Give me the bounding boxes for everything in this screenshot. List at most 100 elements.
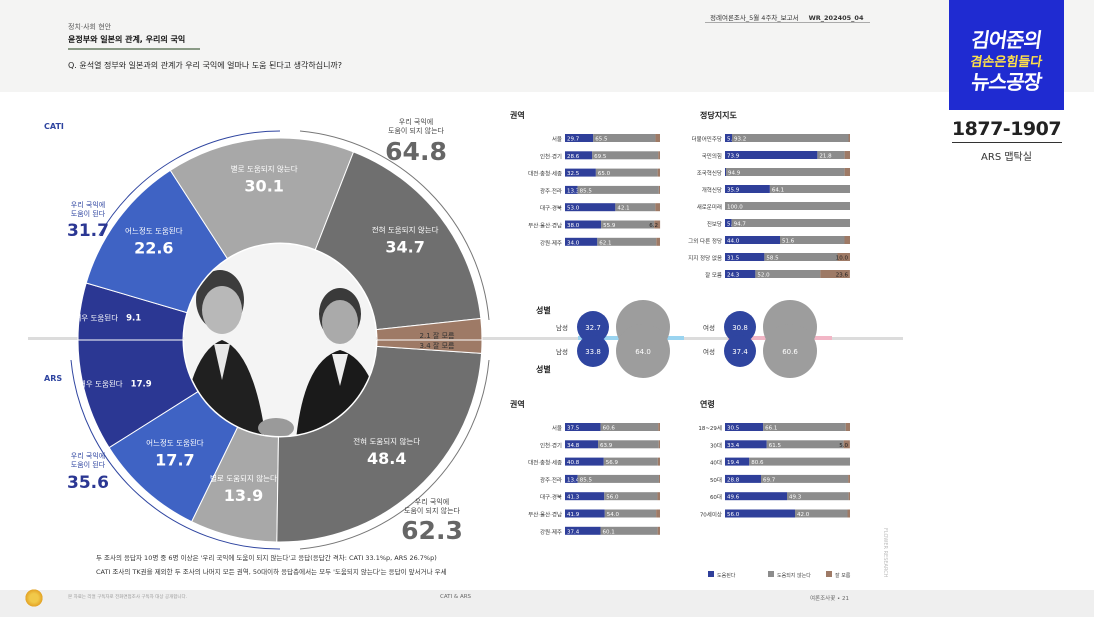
footnote-1: 두 조사의 응답자 10명 중 6명 이상은 '우리 국익에 도움이 되지 않는… xyxy=(96,554,437,562)
region-cati-bar-4-1 xyxy=(615,203,656,212)
ars-label: ARS xyxy=(44,374,63,383)
cati-slice-value-1: 22.6 xyxy=(134,239,173,258)
age-ars-bar-0-0 xyxy=(725,423,764,431)
region-ars-bar-5-0 xyxy=(565,509,605,518)
region-ars-bar-0-0 xyxy=(565,423,601,431)
region-ars-bar-1-2 xyxy=(658,440,660,449)
region-cati-bar-3-0 xyxy=(565,185,578,194)
party-cati-value-8-0: 24.3 xyxy=(727,273,740,279)
party-cati-value-1-0: 73.9 xyxy=(727,154,740,160)
party-cati-value-8-2: 23.6 xyxy=(836,273,849,279)
region-cati-category-5: 부산·울산·경남 xyxy=(528,222,562,230)
cati-slice-3 xyxy=(314,151,482,331)
region-cati-value-6-0: 34.0 xyxy=(567,240,580,246)
legend-label-2: 잘 모름 xyxy=(835,572,851,579)
legend-swatch-2 xyxy=(826,571,832,577)
cati-nohelp-value: 64.8 xyxy=(385,137,447,166)
region-ars-category-4: 대구·경북 xyxy=(540,493,562,501)
region-ars-value-2-0: 40.8 xyxy=(567,460,580,466)
party-cati-bar-5-0 xyxy=(725,219,732,227)
cati-slice-value-2: 30.1 xyxy=(244,176,283,195)
ars-slice-label-4: 2.1 잘 모름 xyxy=(420,332,455,340)
gender-cati-female-help-circle xyxy=(724,311,756,343)
gender-ars-female-nohelp-circle xyxy=(763,324,817,378)
region-cati-value-4-1: 42.1 xyxy=(617,206,629,212)
region-ars-bar-6-0 xyxy=(565,526,601,535)
ars-help-arc xyxy=(70,359,281,550)
region-cati-bar-6-0 xyxy=(565,237,598,246)
footer-center: CATI & ARS xyxy=(440,594,472,600)
age-ars-title: 연령 xyxy=(700,399,715,409)
cati-slice-name-3: 전혀 도움되지 않는다 xyxy=(372,224,439,234)
cati-slice-2 xyxy=(169,137,355,260)
gender-ars-male-nohelp-circle xyxy=(616,324,670,378)
ars-nohelp-label-2: 도움이 되지 않는다 xyxy=(404,506,461,515)
gender-ars-male-nohelp-value: 64.0 xyxy=(635,348,651,356)
ars-slice-name-0: 매우 도움된다 xyxy=(79,379,123,389)
region-ars-bar-2-2 xyxy=(657,457,660,466)
report-label: 정례여론조사_5월 4주차_보고서 WR_202405_04 xyxy=(710,12,863,22)
cati-help-value: 31.7 xyxy=(67,221,109,241)
region-ars-bar-6-2 xyxy=(657,526,660,535)
age-ars-bar-3-2 xyxy=(848,474,850,483)
region-ars-category-6: 강원·제주 xyxy=(540,528,562,536)
party-cati-bar-2-1 xyxy=(726,168,845,176)
gender-ars-male-help-value: 33.8 xyxy=(585,348,601,356)
age-ars-bar-5-0 xyxy=(725,509,795,518)
age-ars-value-4-0: 49.6 xyxy=(727,495,740,501)
party-cati-category-1: 국민의힘 xyxy=(702,152,722,160)
ars-help-label-1: 우리 국익에 xyxy=(71,451,105,460)
gender-female-label-bottom: 여성 xyxy=(703,347,715,356)
region-ars-value-0-1: 60.6 xyxy=(603,426,616,432)
party-cati-value-5-1: 94.7 xyxy=(734,222,747,228)
region-ars-bar-1-0 xyxy=(565,440,599,449)
region-ars-bar-4-2 xyxy=(657,492,660,501)
side-watermark: FLOWER RESEARCH xyxy=(882,528,888,578)
region-cati-category-2: 대전·충청·세종 xyxy=(528,170,562,178)
region-cati-bar-1-0 xyxy=(565,151,593,160)
region-cati-category-3: 광주·전라 xyxy=(540,187,562,195)
region-cati-bar-2-2 xyxy=(657,168,660,177)
age-ars-bar-4-0 xyxy=(725,492,787,501)
party-cati-category-4: 새로운미래 xyxy=(697,203,722,211)
ars-nohelp-value: 62.3 xyxy=(401,516,463,545)
party-cati-category-7: 지지 정당 없음 xyxy=(688,254,722,262)
region-cati-category-0: 서울 xyxy=(552,135,562,143)
region-cati-value-5-2: 6.2 xyxy=(649,223,658,229)
header-band xyxy=(0,0,1094,92)
region-cati-bar-4-0 xyxy=(565,203,616,212)
age-ars-value-1-2: 5.0 xyxy=(839,443,848,449)
party-cati-bar-3-0 xyxy=(725,185,770,193)
age-ars-bar-2-0 xyxy=(725,457,750,466)
region-ars-value-3-1: 85.5 xyxy=(580,477,593,483)
cati-slice-name-0: 매우 도움된다 xyxy=(74,313,118,323)
region-cati-value-0-1: 65.5 xyxy=(595,137,608,143)
region-cati-value-5-1: 55.9 xyxy=(603,223,616,229)
region-cati-value-3-0: 13.3 xyxy=(567,188,580,194)
party-cati-bar-3-1 xyxy=(769,185,850,193)
party-cati-bar-2-2 xyxy=(844,168,850,176)
region-cati-bar-1-1 xyxy=(592,151,659,160)
footnote-2: CATI 조사의 TK권을 제외한 두 조사의 나머지 모든 권역, 50대이하… xyxy=(96,568,447,576)
region-ars-value-6-1: 60.1 xyxy=(603,529,615,535)
region-ars-bar-5-1 xyxy=(604,509,657,518)
age-ars-category-5: 70세이상 xyxy=(700,511,722,519)
cati-slice-name-2: 별로 도움되지 않는다 xyxy=(231,163,298,173)
region-cati-value-1-0: 28.6 xyxy=(567,154,580,160)
party-cati-category-8: 잘 모름 xyxy=(705,271,722,279)
party-cati-bar-5-1 xyxy=(731,219,850,227)
party-cati-bar-1-1 xyxy=(817,151,845,159)
party-cati-bar-1-0 xyxy=(725,151,818,159)
gender-female-label-top: 여성 xyxy=(703,323,715,332)
region-cati-title: 권역 xyxy=(510,110,525,120)
legend-swatch-0 xyxy=(708,571,714,577)
age-ars-bar-1-2 xyxy=(843,440,850,449)
footer-strip xyxy=(0,590,1094,617)
bottom-legend: 도움된다 도움되지 않는다 잘 모름 xyxy=(708,571,851,579)
region-cati-category-4: 대구·경북 xyxy=(540,204,562,212)
gender-male-label-bottom: 남성 xyxy=(556,347,568,356)
age-ars-value-1-0: 33.4 xyxy=(727,443,740,449)
age-ars-bar-5-2 xyxy=(847,509,850,518)
ars-slice-value-1: 17.7 xyxy=(155,450,194,469)
age-ars-bar-0-1 xyxy=(763,423,846,431)
